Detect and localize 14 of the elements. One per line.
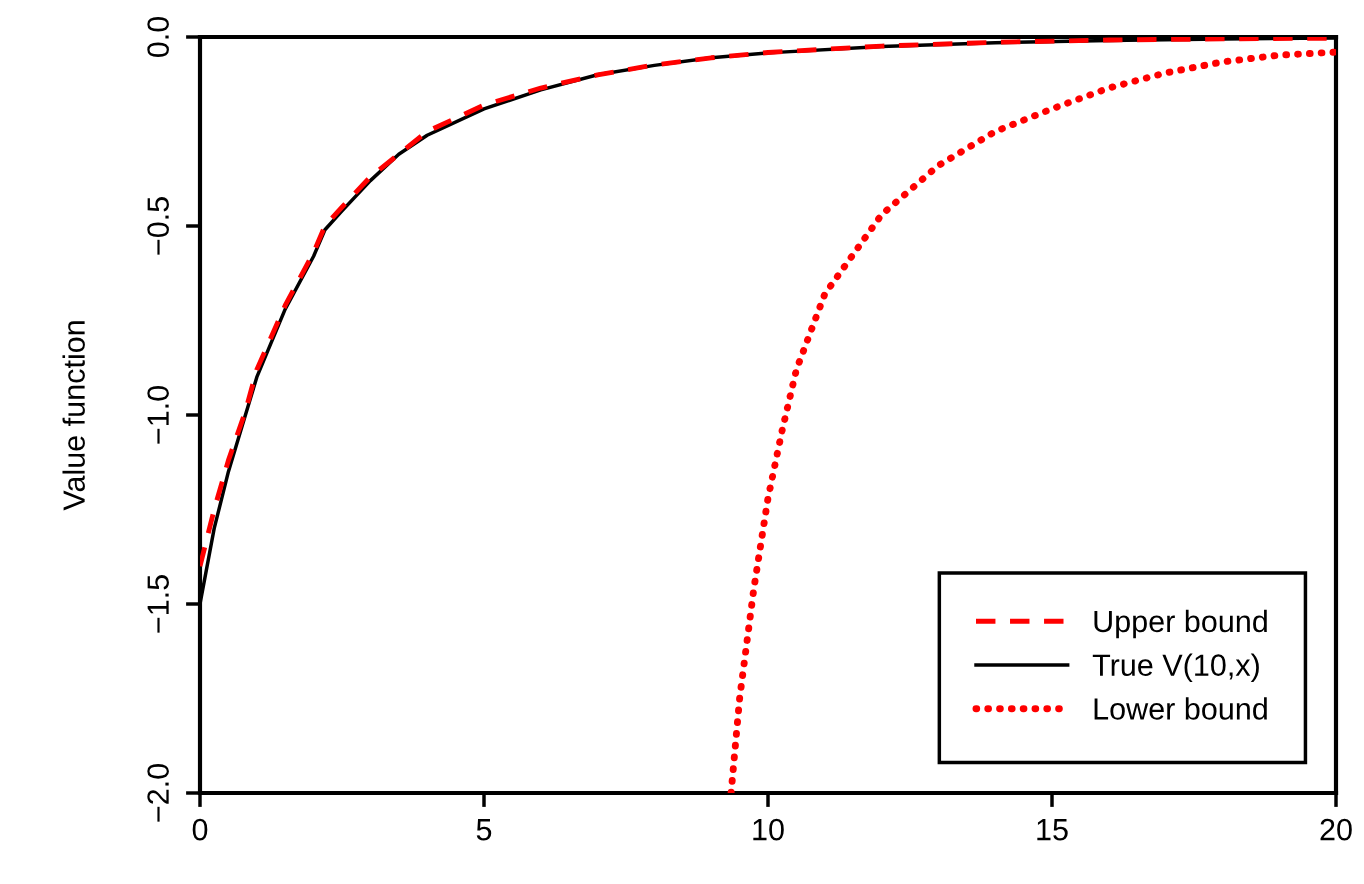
x-tick-label: 20 bbox=[1320, 818, 1352, 841]
legend-label: Upper bound bbox=[1094, 609, 1267, 639]
y-tick-label: −2.0 bbox=[147, 764, 169, 822]
legend-label: True V(10,x) bbox=[1092, 653, 1259, 682]
x-tick-label: 10 bbox=[753, 818, 784, 841]
x-tick-label: 15 bbox=[1037, 819, 1068, 841]
y-tick-label: −1.0 bbox=[147, 386, 169, 444]
legend-label: Lower bound bbox=[1094, 697, 1267, 720]
y-tick-label: −1.5 bbox=[147, 575, 169, 633]
x-tick-label: 0 bbox=[192, 818, 208, 841]
y-axis-title: Value function bbox=[62, 321, 85, 511]
y-tick-label: 0.0 bbox=[147, 16, 169, 58]
x-tick-label: 5 bbox=[476, 819, 492, 841]
y-tick-label: −0.5 bbox=[147, 197, 169, 255]
